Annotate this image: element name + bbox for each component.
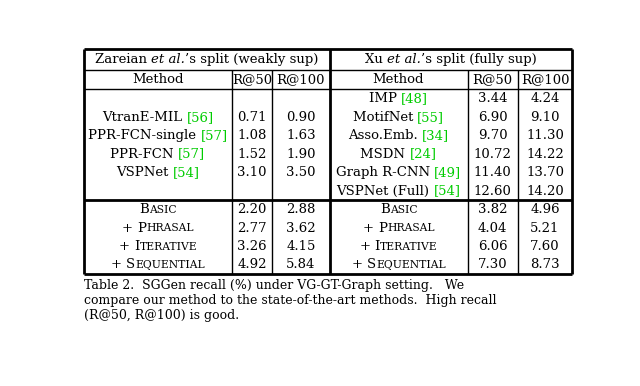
Text: 3.44: 3.44 [478, 92, 508, 105]
Text: ’s split (weakly sup): ’s split (weakly sup) [185, 53, 319, 66]
Text: HRASAL: HRASAL [387, 223, 435, 233]
Text: ASIC: ASIC [149, 205, 177, 215]
Text: S: S [367, 259, 376, 271]
Text: [24]: [24] [410, 147, 436, 161]
Text: 4.24: 4.24 [531, 92, 560, 105]
Text: S: S [126, 259, 135, 271]
Text: [54]: [54] [434, 185, 461, 198]
Text: 0.71: 0.71 [237, 111, 267, 124]
Text: R@50: R@50 [472, 73, 513, 86]
Text: Graph R-CNN: Graph R-CNN [336, 166, 434, 179]
Text: R@100: R@100 [276, 73, 325, 86]
Text: I: I [134, 240, 140, 253]
Text: 9.10: 9.10 [531, 111, 560, 124]
Text: 5.21: 5.21 [531, 222, 560, 235]
Text: 3.82: 3.82 [478, 203, 508, 216]
Text: 6.90: 6.90 [478, 111, 508, 124]
Text: R@100: R@100 [521, 73, 569, 86]
Text: B: B [380, 203, 390, 216]
Text: 3.26: 3.26 [237, 240, 267, 253]
Text: EQUENTIAL: EQUENTIAL [135, 260, 205, 270]
Text: R@50: R@50 [232, 73, 272, 86]
Text: +: + [111, 259, 122, 271]
Text: [55]: [55] [417, 111, 444, 124]
Text: Asso.Emb.: Asso.Emb. [348, 129, 422, 142]
Text: 8.73: 8.73 [530, 259, 560, 271]
Text: PPR-FCN: PPR-FCN [111, 147, 178, 161]
Text: 4.04: 4.04 [478, 222, 508, 235]
Text: 3.62: 3.62 [286, 222, 316, 235]
Text: et al.: et al. [387, 53, 421, 66]
Text: Method: Method [132, 73, 184, 86]
Text: 7.30: 7.30 [478, 259, 508, 271]
Text: 2.20: 2.20 [237, 203, 267, 216]
Text: TERATIVE: TERATIVE [380, 242, 438, 252]
Text: P: P [137, 222, 147, 235]
Text: +: + [119, 240, 130, 253]
Text: Zareian: Zareian [95, 53, 151, 66]
Text: 1.08: 1.08 [237, 129, 267, 142]
Text: 11.40: 11.40 [474, 166, 511, 179]
Text: Table 2.  SGGen recall (%) under VG-GT-Graph setting.   We
compare our method to: Table 2. SGGen recall (%) under VG-GT-Gr… [84, 279, 497, 322]
Text: 12.60: 12.60 [474, 185, 511, 198]
Text: Method: Method [372, 73, 424, 86]
Text: Xu: Xu [365, 53, 387, 66]
Text: EQUENTIAL: EQUENTIAL [376, 260, 445, 270]
Text: +: + [363, 222, 374, 235]
Text: P: P [378, 222, 387, 235]
Text: 9.70: 9.70 [478, 129, 508, 142]
Text: 4.96: 4.96 [530, 203, 560, 216]
Text: I: I [374, 240, 380, 253]
Text: +: + [360, 240, 371, 253]
Text: et al.: et al. [151, 53, 185, 66]
Text: VSPNet: VSPNet [116, 166, 173, 179]
Text: MSDN: MSDN [360, 147, 410, 161]
Text: ’s split (fully sup): ’s split (fully sup) [421, 53, 537, 66]
Text: 3.50: 3.50 [286, 166, 316, 179]
Text: HRASAL: HRASAL [147, 223, 194, 233]
Text: 0.90: 0.90 [286, 111, 316, 124]
Text: B: B [140, 203, 149, 216]
Text: [48]: [48] [401, 92, 428, 105]
Text: [57]: [57] [178, 147, 205, 161]
Text: IMP: IMP [369, 92, 401, 105]
Text: 14.20: 14.20 [526, 185, 564, 198]
Text: VSPNet (Full): VSPNet (Full) [337, 185, 434, 198]
Text: 2.88: 2.88 [286, 203, 316, 216]
Text: 4.92: 4.92 [237, 259, 267, 271]
Text: PPR-FCN-single: PPR-FCN-single [88, 129, 200, 142]
Text: TERATIVE: TERATIVE [140, 242, 197, 252]
Text: 4.15: 4.15 [286, 240, 316, 253]
Text: ASIC: ASIC [390, 205, 417, 215]
Text: 5.84: 5.84 [286, 259, 316, 271]
Text: 1.90: 1.90 [286, 147, 316, 161]
Text: 7.60: 7.60 [530, 240, 560, 253]
Text: VtranE-MIL: VtranE-MIL [102, 111, 186, 124]
Text: 1.63: 1.63 [286, 129, 316, 142]
Text: [56]: [56] [186, 111, 214, 124]
Text: 3.10: 3.10 [237, 166, 267, 179]
Text: [49]: [49] [434, 166, 461, 179]
Text: 2.77: 2.77 [237, 222, 267, 235]
Text: [54]: [54] [173, 166, 200, 179]
Text: +: + [351, 259, 362, 271]
Text: 13.70: 13.70 [526, 166, 564, 179]
Text: 14.22: 14.22 [526, 147, 564, 161]
Text: 10.72: 10.72 [474, 147, 511, 161]
Text: 11.30: 11.30 [526, 129, 564, 142]
Text: +: + [122, 222, 133, 235]
Text: 6.06: 6.06 [478, 240, 508, 253]
Text: [34]: [34] [422, 129, 449, 142]
Text: [57]: [57] [200, 129, 228, 142]
Text: MotifNet: MotifNet [353, 111, 417, 124]
Text: 1.52: 1.52 [237, 147, 267, 161]
